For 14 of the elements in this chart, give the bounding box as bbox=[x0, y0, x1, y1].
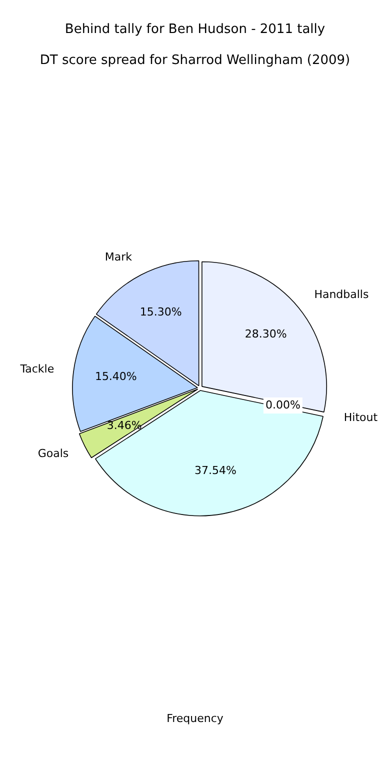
data-label: 28.30% bbox=[244, 327, 287, 340]
slice-label: Goals bbox=[38, 447, 69, 460]
data-label: 15.30% bbox=[140, 306, 182, 319]
data-label: 15.40% bbox=[94, 370, 137, 384]
slice-label: Tackle bbox=[19, 362, 54, 376]
chart-title: Behind tally for Ben Hudson - 2011 tally bbox=[64, 22, 326, 37]
slice-label: Mark bbox=[104, 250, 133, 264]
chart-subtitle: DT score spread for Sharrod Wellingham (2009) bbox=[38, 53, 352, 68]
data-label: 37.54% bbox=[194, 464, 236, 478]
data-label: 3.46% bbox=[106, 419, 142, 432]
text: 0.00% bbox=[265, 398, 300, 412]
text: Frequency bbox=[166, 712, 224, 725]
category-label: Hitout bbox=[344, 411, 378, 424]
slice-label: Handballs bbox=[314, 288, 369, 302]
